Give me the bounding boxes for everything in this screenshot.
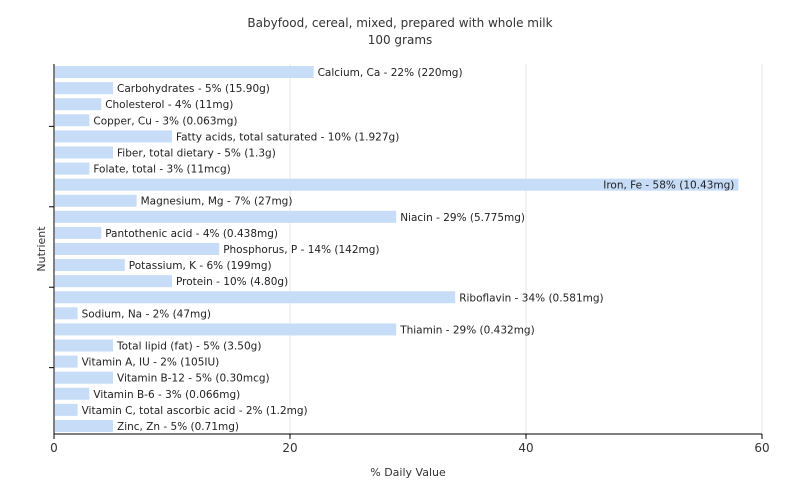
bar bbox=[55, 323, 397, 336]
bar bbox=[55, 146, 113, 159]
bar bbox=[55, 259, 125, 272]
x-tick-label: 0 bbox=[50, 441, 58, 455]
bar bbox=[55, 243, 220, 255]
bar-label: Copper, Cu - 3% (0.063mg) bbox=[93, 115, 237, 127]
bar bbox=[55, 339, 113, 352]
bar-label: Niacin - 29% (5.775mg) bbox=[400, 212, 525, 224]
bar-label: Cholesterol - 4% (11mg) bbox=[105, 99, 233, 111]
y-axis-title: Nutrient bbox=[35, 226, 48, 272]
bar-label: Magnesium, Mg - 7% (27mg) bbox=[141, 196, 293, 208]
bar-label: Carbohydrates - 5% (15.90g) bbox=[117, 83, 270, 95]
bar-label: Vitamin A, IU - 2% (105IU) bbox=[82, 357, 220, 369]
x-tick-label: 40 bbox=[518, 441, 533, 455]
bar-label: Pantothenic acid - 4% (0.438mg) bbox=[105, 228, 278, 240]
bar bbox=[55, 66, 314, 79]
bar bbox=[55, 130, 172, 143]
bar bbox=[55, 355, 78, 368]
bar-label: Vitamin C, total ascorbic acid - 2% (1.2… bbox=[82, 405, 308, 417]
bar bbox=[55, 98, 102, 111]
bar bbox=[55, 387, 90, 400]
bar bbox=[55, 210, 397, 223]
bar bbox=[55, 178, 739, 191]
bar bbox=[55, 82, 113, 95]
bar-label: Fiber, total dietary - 5% (1.3g) bbox=[117, 147, 276, 159]
bar-label: Folate, total - 3% (11mcg) bbox=[93, 164, 230, 176]
bar bbox=[55, 275, 172, 288]
bar-label: Vitamin B-6 - 3% (0.066mg) bbox=[93, 389, 240, 401]
bar bbox=[55, 291, 456, 304]
bar bbox=[55, 226, 102, 239]
bar-label: Protein - 10% (4.80g) bbox=[176, 276, 288, 288]
bar bbox=[55, 419, 113, 432]
bar-label: Calcium, Ca - 22% (220mg) bbox=[318, 67, 463, 79]
bar bbox=[55, 162, 90, 175]
bars: Calcium, Ca - 22% (220mg) Carbohydrates -… bbox=[55, 66, 739, 433]
grid-lines bbox=[289, 64, 763, 434]
x-tick-label: 20 bbox=[282, 441, 297, 455]
bar bbox=[55, 403, 78, 416]
x-tick-label: 60 bbox=[754, 441, 769, 455]
chart-subtitle: 100 grams bbox=[368, 33, 433, 47]
y-ticks bbox=[49, 125, 54, 369]
x-axis-title: % Daily Value bbox=[370, 466, 446, 479]
chart-title: Babyfood, cereal, mixed, prepared with w… bbox=[247, 16, 552, 30]
bar-label: Thiamin - 29% (0.432mg) bbox=[399, 324, 535, 336]
bar bbox=[55, 307, 78, 320]
bar bbox=[55, 114, 90, 127]
bar-label: Potassium, K - 6% (199mg) bbox=[129, 260, 272, 272]
bar-label: Vitamin B-12 - 5% (0.30mcg) bbox=[117, 373, 270, 385]
bar-label: Total lipid (fat) - 5% (3.50g) bbox=[116, 341, 261, 353]
bar-label: Phosphorus, P - 14% (142mg) bbox=[223, 244, 379, 256]
bar bbox=[55, 371, 113, 384]
bar-label: Riboflavin - 34% (0.581mg) bbox=[459, 292, 603, 304]
bar-label: Zinc, Zn - 5% (0.71mg) bbox=[117, 421, 239, 433]
bar-label: Iron, Fe - 58% (10.43mg) bbox=[603, 180, 734, 192]
x-ticks: 0 20 40 60 bbox=[50, 434, 770, 455]
bar-label: Fatty acids, total saturated - 10% (1.92… bbox=[176, 131, 399, 143]
bar-label: Sodium, Na - 2% (47mg) bbox=[82, 308, 211, 320]
bar bbox=[55, 194, 137, 207]
